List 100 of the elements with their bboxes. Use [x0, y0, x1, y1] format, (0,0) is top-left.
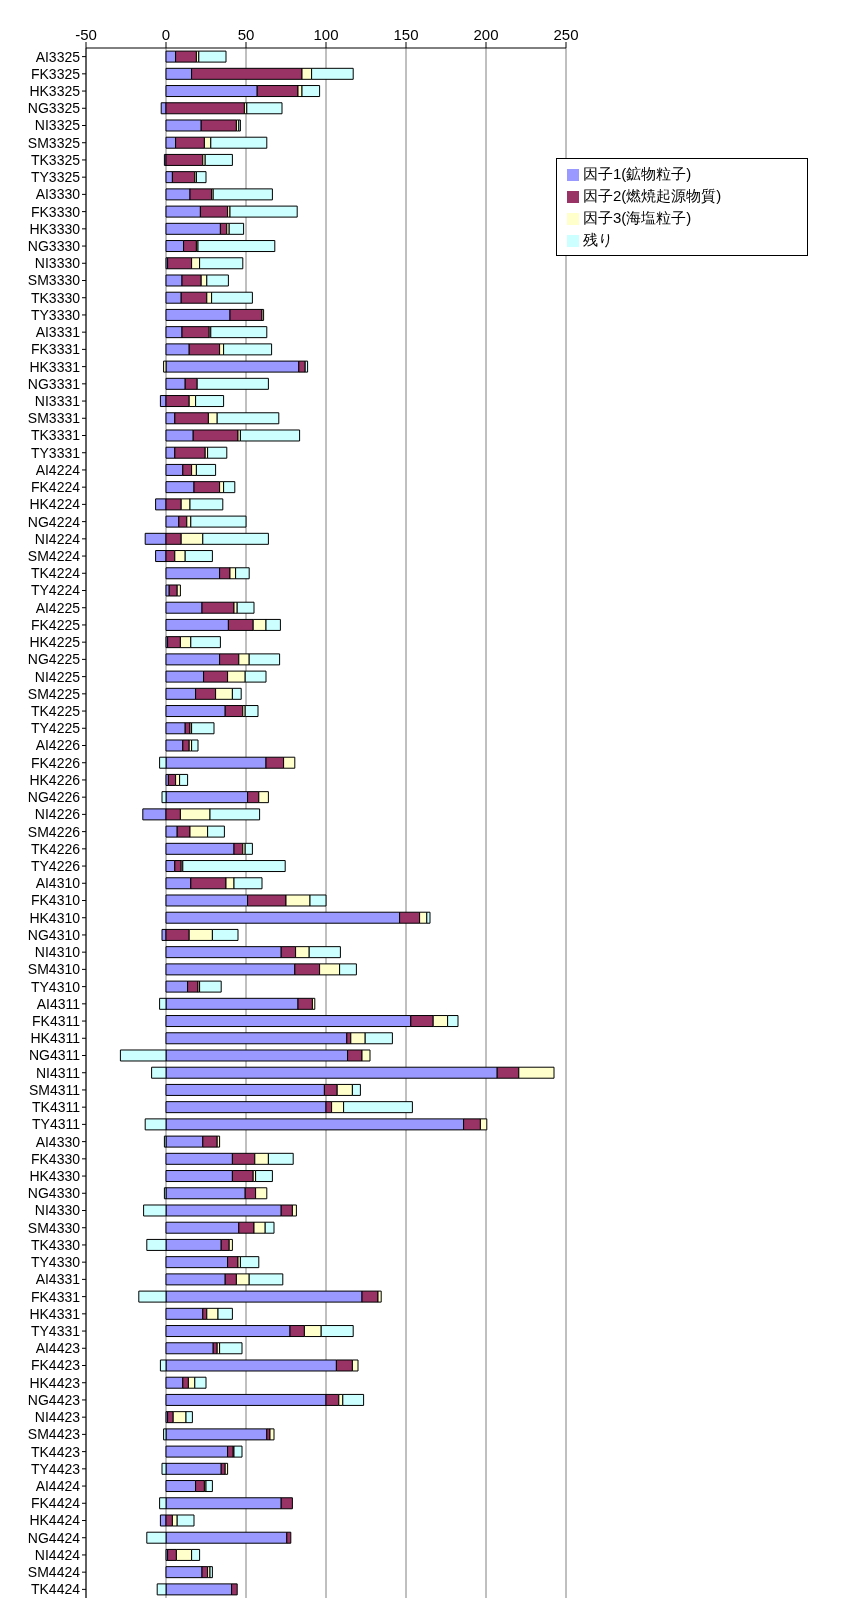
x-tick-label: -50 — [75, 26, 97, 43]
y-tick-label: AI4310 — [35, 875, 81, 892]
y-tick-label: SM4310 — [27, 961, 81, 978]
legend-label: 因子1(鉱物粒子) — [583, 165, 692, 182]
y-tick-label: TY4331 — [30, 1323, 81, 1340]
y-tick-label: FK3331 — [30, 341, 81, 358]
y-tick-label: TK4423 — [30, 1443, 81, 1460]
y-tick-label: SM4224 — [27, 548, 81, 565]
y-tick-label: HK3325 — [29, 83, 81, 100]
y-tick-label: NI4226 — [34, 806, 81, 823]
y-tick-label: NI4424 — [34, 1546, 81, 1563]
y-tick-label: NI4311 — [35, 1064, 81, 1081]
y-tick-label: HK3331 — [29, 358, 81, 375]
y-tick-label: TY4330 — [30, 1254, 81, 1271]
y-tick-label: HK4226 — [29, 771, 81, 788]
y-tick-label: TK4226 — [30, 840, 81, 857]
legend-label: 残り — [583, 231, 613, 248]
y-tick-label: FK4226 — [30, 754, 81, 771]
y-tick-label: AI4424 — [35, 1478, 81, 1495]
legend-label: 因子2(燃焼起源物質) — [583, 187, 722, 204]
y-tick-label: NG4330 — [27, 1185, 81, 1202]
y-tick-label: AI4226 — [35, 737, 81, 754]
y-tick-label: HK4423 — [29, 1374, 81, 1391]
x-tick-label: 250 — [553, 26, 579, 43]
y-tick-label: FK4225 — [30, 616, 81, 633]
x-tick-label: 150 — [393, 26, 419, 43]
y-tick-label: NG4224 — [27, 513, 81, 530]
y-tick-label: TK3330 — [30, 289, 81, 306]
y-tick-label: AI3331 — [35, 324, 81, 341]
y-tick-label: NI4330 — [34, 1202, 81, 1219]
x-tick-label: 0 — [161, 26, 171, 43]
y-tick-label: HK4330 — [29, 1168, 81, 1185]
y-tick-label: TY4310 — [30, 978, 81, 995]
y-tick-label: AI4330 — [35, 1133, 81, 1150]
y-tick-label: FK4331 — [30, 1288, 81, 1305]
y-tick-label: NI4224 — [34, 530, 81, 547]
y-tick-label: TY4226 — [30, 858, 81, 875]
y-tick-label: TK4330 — [30, 1236, 81, 1253]
x-tick-label: 50 — [237, 26, 255, 43]
y-tick-label: HK4424 — [29, 1512, 81, 1529]
y-tick-label: SM4225 — [27, 685, 81, 702]
y-tick-label: NG4226 — [27, 789, 81, 806]
y-tick-label: TY3325 — [30, 169, 81, 186]
y-tick-label: FK3330 — [30, 203, 81, 220]
y-tick-label: HK4225 — [29, 634, 81, 651]
y-tick-label: SM3331 — [27, 410, 81, 427]
y-tick-label: AI4311 — [36, 995, 81, 1012]
y-tick-label: SM4311 — [28, 1081, 81, 1098]
y-tick-label: TY4311 — [32, 1116, 81, 1133]
y-tick-label: TK4311 — [32, 1099, 81, 1116]
y-tick-label: AI4225 — [35, 599, 81, 616]
y-tick-label: HK4224 — [29, 496, 81, 513]
y-tick-label: TK4224 — [30, 565, 81, 582]
y-tick-label: SM4423 — [27, 1426, 81, 1443]
y-tick-label: FK4311 — [32, 1013, 81, 1030]
y-tick-label: NG4311 — [28, 1047, 81, 1064]
y-tick-label: HK3330 — [29, 220, 81, 237]
y-tick-label: TK4225 — [30, 703, 81, 720]
y-tick-label: AI4224 — [35, 461, 81, 478]
y-tick-label: NI3325 — [34, 117, 81, 134]
y-tick-label: TY4225 — [30, 720, 81, 737]
x-tick-label: 100 — [313, 26, 339, 43]
y-tick-label: FK4224 — [30, 479, 81, 496]
y-tick-label: FK4424 — [30, 1495, 81, 1512]
y-tick-label: FK3325 — [30, 65, 81, 82]
y-tick-label: SM4424 — [27, 1564, 81, 1581]
y-tick-label: SM4226 — [27, 823, 81, 840]
y-tick-label: FK4330 — [30, 1150, 81, 1167]
y-tick-label: NG3331 — [27, 375, 81, 392]
y-tick-label: NI3330 — [34, 255, 81, 272]
y-tick-label: SM3325 — [27, 134, 81, 151]
y-tick-label: AI3330 — [35, 186, 81, 203]
y-tick-label: HK4331 — [29, 1305, 81, 1322]
y-tick-label: TK3331 — [30, 427, 81, 444]
y-tick-label: HK4311 — [30, 1030, 81, 1047]
y-tick-label: TY4224 — [30, 582, 81, 599]
y-tick-label: NI4310 — [34, 944, 81, 961]
y-tick-label: NG4225 — [27, 651, 81, 668]
y-tick-label: HK4310 — [29, 909, 81, 926]
y-tick-label: FK4310 — [30, 892, 81, 909]
y-tick-label: NG3325 — [27, 100, 81, 117]
y-tick-label: SM3330 — [27, 272, 81, 289]
y-tick-label: NI4423 — [34, 1409, 81, 1426]
y-tick-label: NG4423 — [27, 1391, 81, 1408]
y-tick-label: TY3331 — [30, 444, 81, 461]
legend-label: 因子3(海塩粒子) — [583, 209, 692, 226]
y-tick-label: FK4423 — [30, 1357, 81, 1374]
y-tick-label: NI3331 — [34, 393, 81, 410]
y-tick-label: TK3325 — [30, 151, 81, 168]
x-tick-label: 200 — [473, 26, 499, 43]
y-tick-label: NG4310 — [27, 926, 81, 943]
y-tick-label: AI3325 — [35, 48, 81, 65]
y-tick-label: AI4423 — [35, 1340, 81, 1357]
y-tick-label: NG3330 — [27, 238, 81, 255]
y-tick-label: AI4331 — [35, 1271, 81, 1288]
y-tick-label: NG4424 — [27, 1529, 81, 1546]
y-tick-label: TY3330 — [30, 306, 81, 323]
y-tick-label: TK4424 — [30, 1581, 81, 1598]
y-tick-label: SM4330 — [27, 1219, 81, 1236]
y-tick-label: TY4423 — [30, 1460, 81, 1477]
